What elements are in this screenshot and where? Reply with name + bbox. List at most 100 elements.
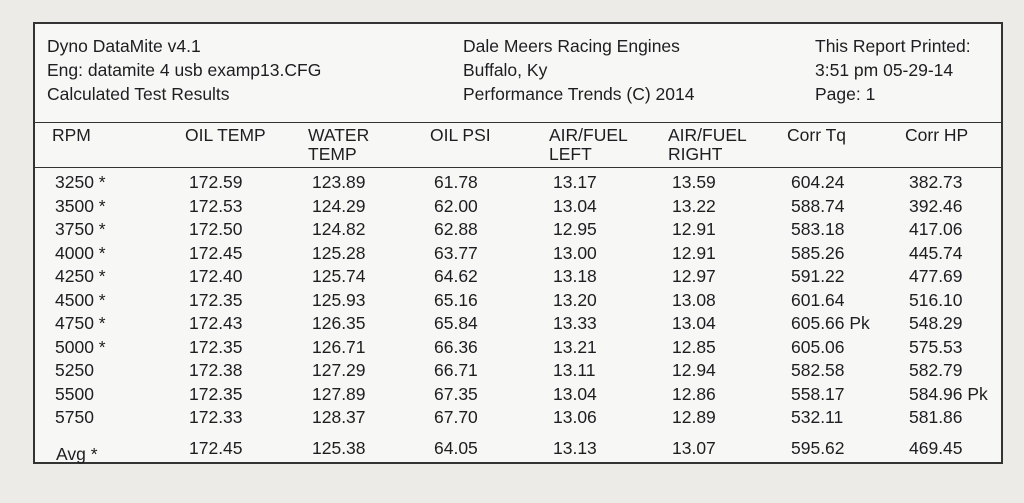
row-label: 5250 (55, 360, 94, 380)
row-label: 5500 (55, 383, 94, 404)
header-right-line: 3:51 pm 05-29-14 (815, 60, 954, 80)
cell: 12.91 (672, 242, 716, 263)
cell: 13.08 (672, 289, 716, 310)
column-header: RPM (52, 125, 91, 145)
cell: 548.29 (909, 313, 963, 333)
column-header: OIL PSI (430, 125, 491, 145)
row-label: 4750 * (55, 313, 106, 333)
cell: 172.50 (189, 219, 243, 239)
cell: 583.18 (791, 219, 845, 239)
cell: 13.20 (553, 289, 597, 310)
cell: 172.38 (189, 360, 243, 380)
cell: 65.84 (434, 313, 478, 333)
cell: 605.06 (791, 336, 845, 357)
row-label: 3500 * (55, 195, 106, 216)
cell: 172.43 (189, 313, 243, 333)
cell: 172.33 (189, 407, 243, 427)
column-header: Corr HP (905, 125, 969, 145)
cell: 124.29 (312, 195, 366, 216)
cell: 172.35 (189, 336, 243, 357)
cell: 582.58 (791, 360, 845, 380)
cell: 584.96 Pk (909, 383, 988, 404)
cell: 125.28 (312, 242, 366, 263)
cell: 125.74 (312, 266, 366, 286)
cell: 575.53 (909, 336, 963, 357)
cell: 172.40 (189, 266, 243, 286)
cell: 13.11 (553, 360, 596, 380)
cell: 172.59 (189, 172, 243, 192)
cell: 392.46 (909, 195, 963, 216)
column-header: AIR/FUEL RIGHT (668, 125, 747, 164)
cell: 172.53 (189, 195, 243, 216)
cell: 172.35 (189, 289, 243, 310)
cell: 66.36 (434, 336, 478, 357)
cell: 62.00 (434, 195, 478, 216)
cell: 61.78 (434, 172, 478, 192)
cell: 591.22 (791, 266, 845, 286)
row-label: 4250 * (55, 266, 106, 286)
cell: 125.93 (312, 289, 366, 310)
cell: 66.71 (434, 360, 478, 380)
cell: 605.66 Pk (791, 313, 870, 333)
header-right-line: This Report Printed: (815, 36, 971, 56)
average-cell: 595.62 (791, 438, 845, 458)
cell: 13.33 (553, 313, 597, 333)
cell: 67.35 (434, 383, 478, 404)
cell: 63.77 (434, 242, 478, 263)
cell: 126.35 (312, 313, 366, 333)
cell: 445.74 (909, 242, 963, 263)
cell: 13.06 (553, 407, 597, 427)
column-header: OIL TEMP (185, 125, 266, 145)
header-left-line: Calculated Test Results (47, 84, 230, 104)
cell: 13.18 (553, 266, 597, 286)
cell: 126.71 (312, 336, 366, 357)
header-right-line: Page: 1 (815, 84, 876, 104)
cell: 67.70 (434, 407, 478, 427)
cell: 417.06 (909, 219, 963, 239)
cell: 13.21 (553, 336, 597, 357)
cell: 12.94 (672, 360, 716, 380)
cell: 581.86 (909, 407, 963, 427)
cell: 12.89 (672, 407, 716, 427)
average-cell: 125.38 (312, 438, 366, 458)
cell: 172.45 (189, 242, 243, 263)
header-rule (35, 122, 1001, 123)
average-cell: 13.07 (672, 438, 716, 458)
row-label: 4000 * (55, 242, 106, 263)
cell: 13.04 (553, 195, 597, 216)
cell: 477.69 (909, 266, 963, 286)
row-label: 4500 * (55, 289, 106, 310)
row-label: 3750 * (55, 219, 106, 239)
row-label: 5000 * (55, 336, 106, 357)
cell: 13.17 (553, 172, 597, 192)
average-label: Avg * (56, 444, 98, 464)
cell: 604.24 (791, 172, 845, 192)
cell: 123.89 (312, 172, 366, 192)
cell: 64.62 (434, 266, 478, 286)
cell: 128.37 (312, 407, 366, 427)
cell: 588.74 (791, 195, 845, 216)
cell: 13.59 (672, 172, 716, 192)
cell: 127.29 (312, 360, 366, 380)
row-label: 5750 (55, 407, 94, 427)
cell: 516.10 (909, 289, 963, 310)
cell: 13.04 (553, 383, 597, 404)
header-center-line: Performance Trends (C) 2014 (463, 84, 695, 104)
cell: 532.11 (791, 407, 844, 427)
cell: 585.26 (791, 242, 845, 263)
cell: 12.86 (672, 383, 716, 404)
cell: 124.82 (312, 219, 366, 239)
report-sheet: Dyno DataMite v4.1 Eng: datamite 4 usb ex… (33, 22, 1003, 464)
average-cell: 13.13 (553, 438, 597, 458)
cell: 62.88 (434, 219, 478, 239)
average-cell: 64.05 (434, 438, 478, 458)
cell: 13.00 (553, 242, 597, 263)
cell: 172.35 (189, 383, 243, 404)
cell: 13.22 (672, 195, 716, 216)
cell: 558.17 (791, 383, 845, 404)
header-center-line: Dale Meers Racing Engines (463, 36, 680, 56)
average-cell: 172.45 (189, 438, 243, 458)
header-left-line: Dyno DataMite v4.1 (47, 36, 201, 56)
column-header: Corr Tq (787, 125, 846, 145)
